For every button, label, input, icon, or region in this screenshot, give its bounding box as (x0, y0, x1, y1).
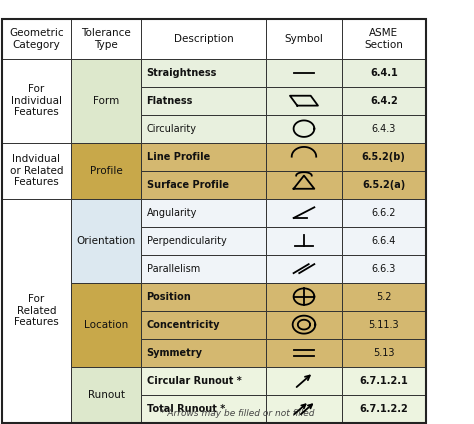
Bar (266, 339, 342, 367)
Text: Flatness: Flatness (146, 96, 193, 106)
Text: 6.4.2: 6.4.2 (370, 96, 398, 106)
Text: ASME
Section: ASME Section (365, 28, 403, 50)
Text: 5.13: 5.13 (373, 348, 394, 357)
Text: Tolerance
Type: Tolerance Type (81, 28, 131, 50)
Text: Surface Profile: Surface Profile (146, 180, 228, 190)
Bar (1, 59, 71, 142)
Bar (342, 19, 426, 59)
Bar (342, 170, 426, 199)
Bar (342, 255, 426, 283)
Text: For
Related
Features: For Related Features (14, 294, 59, 327)
Bar (71, 283, 141, 367)
Bar (71, 199, 141, 283)
Text: 5.2: 5.2 (376, 292, 392, 301)
Text: 6.5.2(b): 6.5.2(b) (362, 152, 406, 162)
Text: 6.7.1.2.2: 6.7.1.2.2 (359, 404, 408, 414)
Bar (342, 339, 426, 367)
Text: For
Individual
Features: For Individual Features (11, 84, 62, 117)
Bar (266, 311, 342, 339)
Bar (342, 395, 426, 423)
Bar (141, 283, 266, 311)
Bar (1, 142, 71, 199)
Text: Angularity: Angularity (146, 208, 197, 218)
Text: Location: Location (84, 320, 128, 329)
Bar (342, 142, 426, 170)
Text: Concentricity: Concentricity (146, 320, 220, 329)
Text: Indvidual
or Related
Features: Indvidual or Related Features (9, 154, 63, 187)
Text: Perpendicularity: Perpendicularity (146, 236, 227, 245)
Text: Circular Runout *: Circular Runout * (146, 376, 241, 385)
Bar (141, 395, 266, 423)
Text: 6.4.1: 6.4.1 (370, 68, 398, 78)
Bar (71, 142, 141, 199)
Bar (342, 283, 426, 311)
Text: Orientation: Orientation (76, 236, 136, 245)
Bar (266, 227, 342, 255)
Bar (342, 59, 426, 86)
Bar (266, 255, 342, 283)
Text: 6.5.2(a): 6.5.2(a) (362, 180, 405, 190)
Bar (342, 199, 426, 227)
Bar (342, 227, 426, 255)
Text: Symmetry: Symmetry (146, 348, 202, 357)
Bar (342, 114, 426, 142)
Bar (141, 86, 266, 114)
Bar (141, 170, 266, 199)
Text: 6.7.1.2.1: 6.7.1.2.1 (359, 376, 408, 385)
Text: Parallelism: Parallelism (146, 264, 200, 273)
Bar (141, 19, 266, 59)
Text: Line Profile: Line Profile (146, 152, 210, 162)
Text: Total Runout *: Total Runout * (146, 404, 225, 414)
Bar (71, 59, 141, 142)
Text: Symbol: Symbol (284, 34, 323, 44)
Bar (342, 367, 426, 395)
Bar (266, 86, 342, 114)
Bar (141, 59, 266, 86)
Text: 6.6.2: 6.6.2 (372, 208, 396, 218)
Text: 5.11.3: 5.11.3 (368, 320, 399, 329)
Bar (141, 339, 266, 367)
Bar (141, 311, 266, 339)
Text: Straightness: Straightness (146, 68, 217, 78)
Bar (141, 114, 266, 142)
Bar (266, 367, 342, 395)
Bar (266, 395, 342, 423)
Bar (266, 283, 342, 311)
Text: 6.6.3: 6.6.3 (372, 264, 396, 273)
Text: Position: Position (146, 292, 191, 301)
Bar (342, 86, 426, 114)
Text: Description: Description (173, 34, 233, 44)
Text: Profile: Profile (90, 166, 122, 176)
Bar (1, 19, 71, 59)
Text: 6.4.3: 6.4.3 (372, 124, 396, 134)
Text: Circularity: Circularity (146, 124, 197, 134)
Bar (266, 19, 342, 59)
Bar (71, 367, 141, 423)
Bar (141, 142, 266, 170)
Bar (141, 255, 266, 283)
Bar (266, 114, 342, 142)
Text: Form: Form (93, 96, 119, 106)
Bar (141, 227, 266, 255)
Text: Runout: Runout (88, 390, 125, 399)
Bar (141, 199, 266, 227)
Bar (266, 142, 342, 170)
Bar (266, 170, 342, 199)
Bar (342, 311, 426, 339)
Text: 6.6.4: 6.6.4 (372, 236, 396, 245)
Bar (71, 19, 141, 59)
Bar (141, 367, 266, 395)
Text: Geometric
Category: Geometric Category (9, 28, 64, 50)
Bar (1, 199, 71, 423)
Bar (266, 199, 342, 227)
Text: * Arrows may be filled or not filled: * Arrows may be filled or not filled (160, 409, 314, 418)
Bar (266, 59, 342, 86)
